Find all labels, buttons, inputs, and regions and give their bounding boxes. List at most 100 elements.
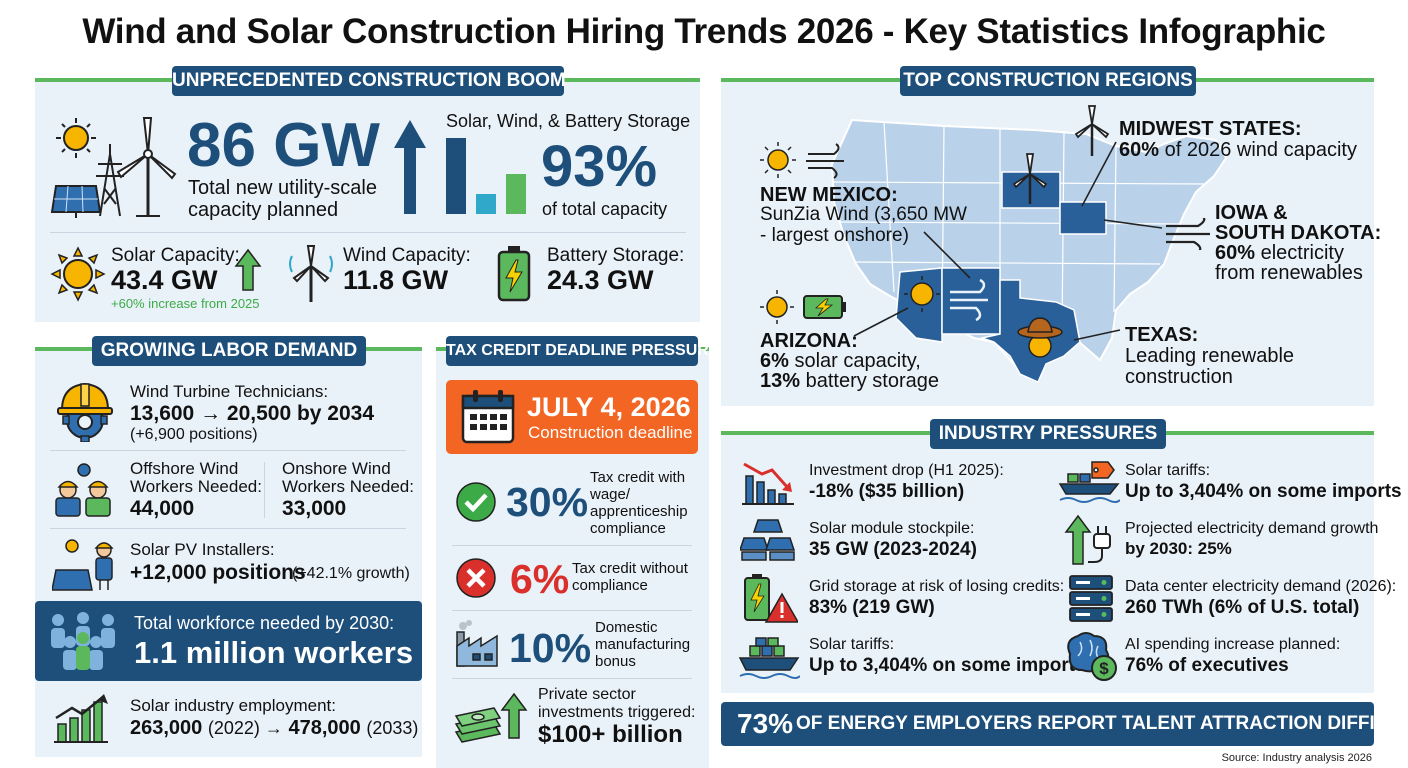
private-investment-line-1: Private sector (538, 686, 636, 703)
svg-text:$: $ (1099, 659, 1109, 678)
battery-icon (497, 246, 531, 302)
tax-credit-10-value: 10% (509, 625, 592, 671)
tax-credit-6-line-2: compliance (572, 577, 648, 594)
talent-banner-value: 73% (737, 708, 794, 739)
pressure-1-label: Investment drop (H1 2025): (809, 462, 1004, 479)
workforce-crowd-icon (51, 612, 115, 670)
tax-credit-10-line-1: Domestic (595, 619, 658, 636)
calendar-icon (461, 390, 515, 444)
employment-2022-year: (2022) → (207, 718, 283, 738)
regions-badge: TOP CONSTRUCTION REGIONS (900, 66, 1196, 96)
offshore-value: 44,000 (130, 497, 195, 520)
chart-down-icon (742, 462, 794, 505)
arizona-battery-desc: battery storage (805, 370, 940, 392)
pressure-7-value: Up to 3,404% on some imports (809, 655, 1086, 676)
solar-capacity-note: +60% increase from 2025 (111, 296, 260, 311)
deadline-label: Construction deadline (528, 423, 693, 442)
factory-icon (456, 620, 498, 667)
private-investment-value: $100+ billion (538, 721, 683, 748)
solar-capacity-value: 43.4 GW (111, 265, 218, 295)
boom-big-label-2: capacity planned (188, 199, 339, 221)
arizona-battery-value: 13% (760, 370, 801, 392)
tax-credit-30-line-4: compliance (590, 520, 666, 537)
energy-cluster-icon (50, 117, 177, 218)
boom-share-value: 93% (541, 134, 658, 199)
arizona-solar-desc: solar capacity, (794, 350, 921, 372)
boom-divider (50, 232, 686, 233)
battery-storage-label: Battery Storage: (547, 245, 685, 266)
battery-warning-icon (744, 574, 798, 623)
midwest-desc: of 2026 wind capacity (1164, 139, 1357, 161)
capacity-bar-icon (446, 138, 526, 214)
offshore-label-1: Offshore Wind (130, 459, 239, 478)
hard-hat-gear-icon (57, 382, 113, 442)
iowa-line-1: 60% electricity (1215, 242, 1344, 264)
money-stack-icon (454, 692, 528, 743)
solar-employment-label: Solar industry employment: (130, 696, 336, 715)
pressure-8-label: AI spending increase planned: (1125, 636, 1341, 653)
workforce-total-value: 1.1 million workers (134, 635, 414, 670)
midwest-text: 60% of 2026 wind capacity (1119, 139, 1357, 161)
sun-icon (50, 246, 106, 302)
stacked-panels-icon (740, 519, 796, 561)
construction-boom-badge: UNPRECEDENTED CONSTRUCTION BOOM (172, 66, 566, 96)
iowa-desc: electricity (1260, 242, 1344, 264)
pv-installer-note: (+42.1% growth) (292, 565, 410, 582)
tax-credit-30-line-3: apprenticeship (590, 503, 688, 520)
pressure-3-label: Solar module stockpile: (809, 520, 975, 537)
arizona-line-2: 13% battery storage (760, 370, 939, 392)
sun-battery-icon (760, 290, 846, 324)
pressure-8-value: 76% of executives (1125, 655, 1289, 676)
employment-2033-value: 478,000 (288, 717, 361, 739)
battery-storage-value: 24.3 GW (547, 265, 654, 295)
iowa-title-1: IOWA & (1215, 202, 1288, 224)
tax-credit-30-value: 30% (506, 479, 589, 525)
sun-wind-icon (760, 142, 844, 179)
boom-big-value: 86 GW (187, 111, 380, 180)
midwest-turbine-icon (1074, 105, 1110, 156)
midwest-value: 60% (1119, 139, 1160, 161)
midwest-title: MIDWEST STATES: (1119, 118, 1302, 140)
private-investment-line-2: investments triggered: (538, 704, 696, 721)
employment-2033-year: (2033) (366, 718, 419, 738)
arizona-title: ARIZONA: (760, 330, 858, 352)
wind-gust-icon (1166, 218, 1210, 250)
wind-capacity-value: 11.8 GW (343, 265, 449, 295)
pressure-6-value: 260 TWh (6% of U.S. total) (1125, 597, 1360, 618)
offshore-onshore-separator (264, 462, 265, 518)
pressure-5-value: 83% (219 GW) (809, 597, 935, 618)
talent-banner (721, 702, 1374, 746)
pressure-6-label: Data center electricity demand (2026): (1125, 578, 1397, 595)
tax-credit-6-line-1: Tax credit without (572, 560, 688, 577)
tax-credit-badge: TAX CREDIT DEADLINE PRESSURE (446, 336, 720, 366)
turbine-tech-value: 13,600 → 20,500 by 2034 (130, 402, 375, 425)
x-mark-icon (456, 558, 496, 598)
labor-divider-2 (50, 528, 406, 529)
tax-divider-3 (452, 678, 692, 679)
workforce-total-label: Total workforce needed by 2030: (134, 613, 395, 633)
texas-title: TEXAS: (1125, 324, 1199, 346)
tax-credit-30-line-1: Tax credit with (590, 469, 686, 486)
solar-employment-values: 263,000 (2022) → 478,000 (2033) (130, 717, 418, 739)
onshore-value: 33,000 (282, 497, 347, 520)
new-mexico-line-1: SunZia Wind (3,650 MW (760, 204, 967, 225)
page-title: Wind and Solar Construction Hiring Trend… (82, 12, 1326, 51)
solar-installer-icon (52, 539, 114, 591)
tax-divider-2 (452, 610, 692, 611)
new-mexico-title: NEW MEXICO: (760, 184, 898, 206)
tax-credit-10-line-2: manufacturing (595, 636, 691, 653)
wind-capacity-label: Wind Capacity: (343, 245, 471, 266)
plug-up-icon (1064, 514, 1111, 565)
offshore-label-2: Workers Needed: (130, 477, 262, 496)
solar-capacity-label: Solar Capacity: (111, 245, 240, 266)
tax-credit-6-value: 6% (510, 556, 570, 602)
source-note: Source: Industry analysis 2026 (1221, 752, 1372, 764)
iowa-title-2: SOUTH DAKOTA: (1215, 222, 1382, 244)
deadline-date: JULY 4, 2026 (527, 392, 691, 422)
iowa-line-2: from renewables (1215, 262, 1363, 284)
texas-line-2: construction (1125, 366, 1233, 388)
industry-pressures-badge: INDUSTRY PRESSURES (930, 419, 1166, 449)
talent-banner-text: OF ENERGY EMPLOYERS REPORT TALENT ATTRAC… (796, 713, 1408, 734)
onshore-label-2: Workers Needed: (282, 477, 414, 496)
pressure-1-value: -18% ($35 billion) (809, 481, 965, 502)
